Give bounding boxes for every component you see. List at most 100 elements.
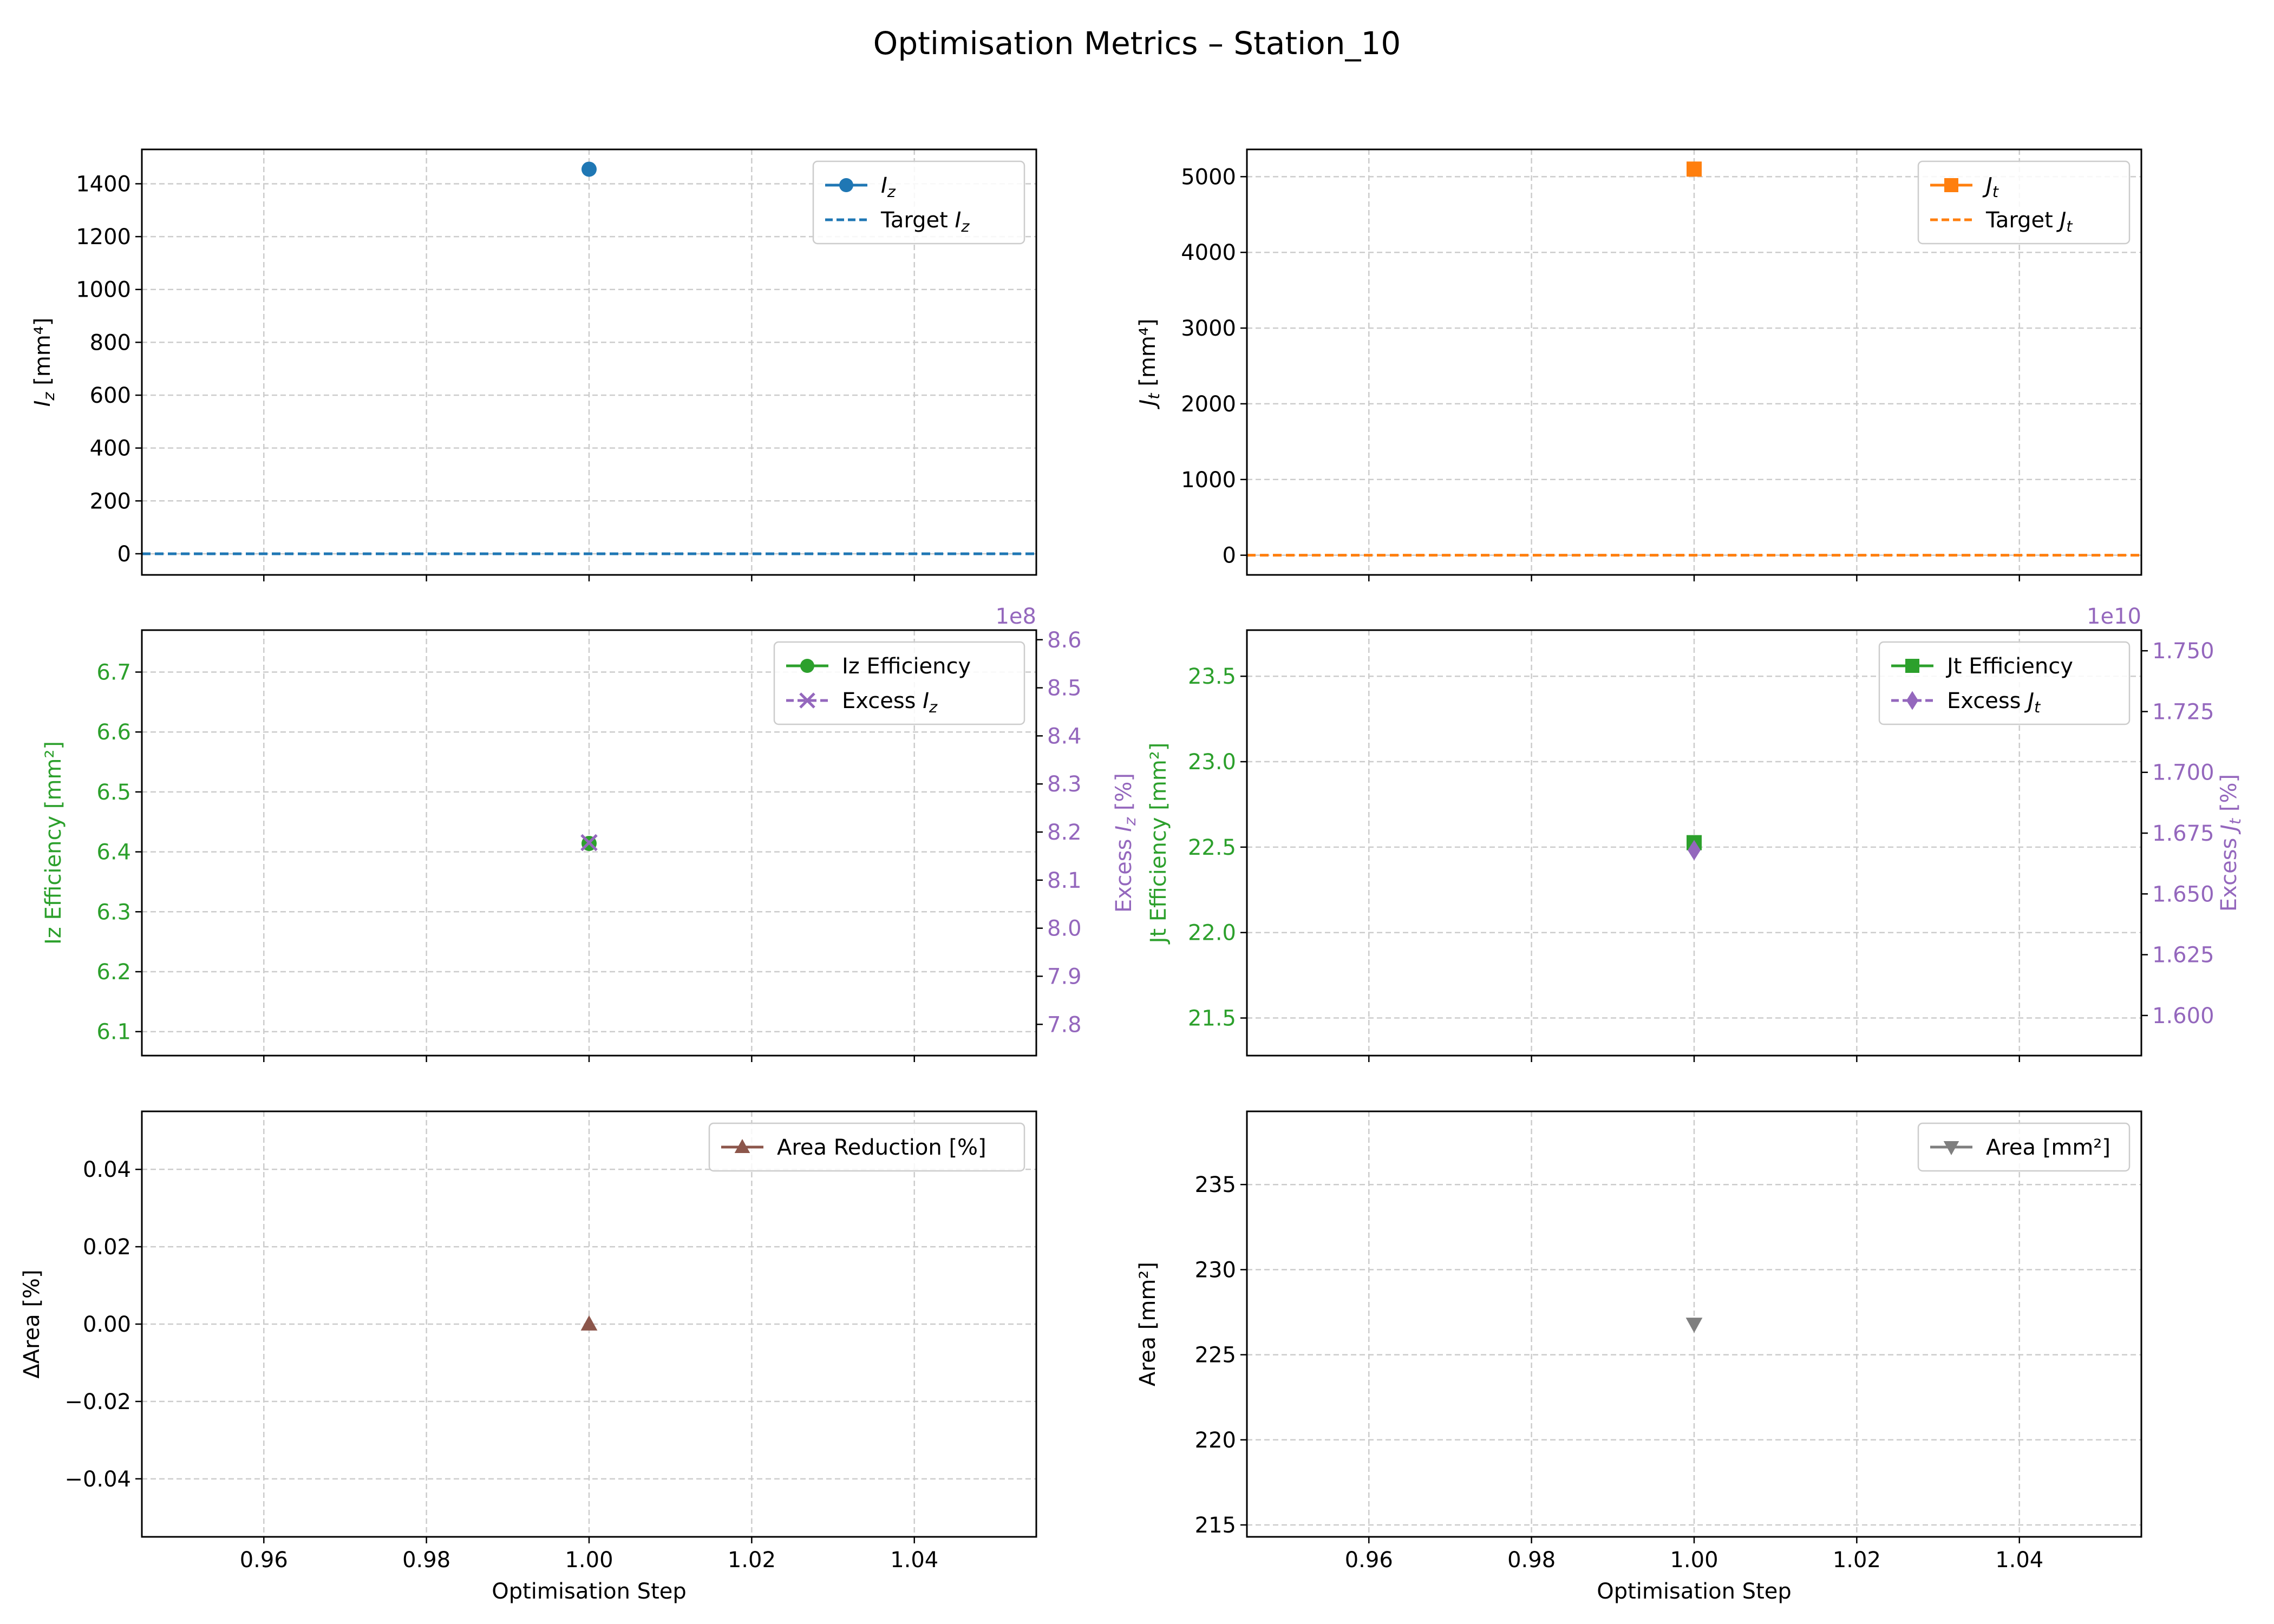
x-tick-label: 1.04 xyxy=(1995,1548,2043,1573)
y-tick-label: 3000 xyxy=(1181,316,1236,341)
legend: Area [mm²] xyxy=(1917,1122,2131,1172)
legend-marker xyxy=(800,659,814,673)
y-tick-label: 235 xyxy=(1195,1173,1236,1197)
axes-frame xyxy=(141,1110,1037,1538)
y-tick-label: 23.0 xyxy=(1188,750,1236,775)
y2-tick-label: 7.8 xyxy=(1047,1012,1082,1037)
y-tick-label: 21.5 xyxy=(1188,1006,1236,1031)
y2-tick-label: 1.700 xyxy=(2152,761,2214,785)
y-tick-label: 0 xyxy=(117,542,131,567)
y-tick-label: 2000 xyxy=(1181,392,1236,417)
figure-title: Optimisation Metrics – Station_10 xyxy=(873,25,1401,62)
y-tick-label: 0.00 xyxy=(83,1312,131,1337)
subplot-area: 0.96 0.98 1.00 1.02 1.04 215 220 225 230 235 Area … xyxy=(1135,1110,2142,1604)
y-tick-label: 1000 xyxy=(1181,468,1236,493)
y2-tick-label: 8.5 xyxy=(1047,676,1082,701)
y-tick-label: 215 xyxy=(1195,1513,1236,1538)
y-tick-label: 6.1 xyxy=(96,1020,131,1045)
data-point xyxy=(580,1315,598,1331)
y2-tick-label: 8.3 xyxy=(1047,772,1082,797)
y2-tick-label: 8.1 xyxy=(1047,868,1082,893)
y-tick-label: 0.02 xyxy=(83,1235,131,1260)
y-tick-label: 6.3 xyxy=(96,900,131,925)
legend-frame xyxy=(1917,160,2131,245)
y-axis-label: Iz [mm⁴] xyxy=(30,318,58,407)
y2-tick-label: 1.675 xyxy=(2152,821,2214,846)
y-tick-label: 1400 xyxy=(76,172,131,197)
x-tick-label: 1.04 xyxy=(890,1548,938,1573)
y-tick-label: 6.2 xyxy=(96,960,131,985)
x-tick-label: 1.00 xyxy=(565,1548,613,1573)
data-point xyxy=(580,834,598,852)
legend-label: Iz xyxy=(881,173,896,201)
axes-frame xyxy=(1246,148,2142,576)
subplot-iz_eff: 6.1 6.2 6.3 6.4 6.5 6.6 6.7 7.8 7.9 8.0 8.1 8.2 8.3 8… xyxy=(41,604,1139,1062)
y-axis-label: ΔArea [%] xyxy=(19,1269,44,1378)
legend-marker xyxy=(1906,691,1919,710)
data-point xyxy=(1687,161,1702,177)
y2-axis-label: Excess Iz [%] xyxy=(1112,773,1139,913)
axes-frame xyxy=(141,148,1037,576)
y2-tick-label: 1.600 xyxy=(2152,1004,2214,1029)
y2-tick-label: 8.2 xyxy=(1047,820,1082,845)
legend-frame xyxy=(812,160,1025,245)
y-tick-label: 6.4 xyxy=(96,840,131,865)
y-axis-label: Iz Efficiency [mm²] xyxy=(41,741,66,945)
y-tick-label: 220 xyxy=(1195,1428,1236,1453)
y-tick-label: 230 xyxy=(1195,1258,1236,1282)
y-tick-label: 400 xyxy=(90,436,131,461)
legend-label: Jt Efficiency xyxy=(1945,654,2073,679)
data-point xyxy=(581,161,597,177)
legend-frame xyxy=(1878,641,2131,725)
x-axis-label: Optimisation Step xyxy=(1597,1579,1792,1604)
legend-marker xyxy=(734,1139,750,1154)
axes-frame xyxy=(141,629,1037,1057)
legend-frame xyxy=(773,641,1025,725)
y2-tick-label: 8.4 xyxy=(1047,724,1082,749)
legend-label: Excess Iz xyxy=(842,689,938,716)
y-axis-label: Area [mm²] xyxy=(1135,1262,1160,1386)
legend-marker xyxy=(799,692,815,709)
legend-label: Excess Jt xyxy=(1947,689,2041,716)
y-axis-label: Jt Efficiency [mm²] xyxy=(1146,743,1171,945)
y2-tick-label: 1.625 xyxy=(2152,943,2214,968)
y2-tick-label: 1.750 xyxy=(2152,639,2214,664)
legend-label: Area [mm²] xyxy=(1986,1135,2110,1160)
legend-label: Target Iz xyxy=(880,208,970,235)
legend-frame xyxy=(1917,1122,2131,1172)
x-tick-label: 1.02 xyxy=(1833,1548,1881,1573)
y-tick-label: 600 xyxy=(90,383,131,408)
y-tick-label: 6.6 xyxy=(96,720,131,745)
y2-tick-label: 7.9 xyxy=(1047,964,1082,989)
y-tick-label: 6.7 xyxy=(96,660,131,685)
y-tick-label: 22.0 xyxy=(1188,921,1236,946)
x-tick-label: 0.98 xyxy=(1507,1548,1556,1573)
legend: Iz Target Iz xyxy=(812,160,1025,245)
axes-frame xyxy=(1246,629,2142,1057)
y2-tick-label: 8.6 xyxy=(1047,628,1082,653)
legend-frame xyxy=(708,1122,1025,1172)
legend-marker xyxy=(839,178,853,192)
y-tick-label: 6.5 xyxy=(96,780,131,805)
x-tick-label: 1.00 xyxy=(1670,1548,1718,1573)
y-tick-label: 0 xyxy=(1223,543,1236,568)
y-tick-label: 4000 xyxy=(1181,240,1236,265)
legend-marker xyxy=(1943,1141,1959,1155)
y-tick-label: 23.5 xyxy=(1188,664,1236,689)
y-tick-label: 800 xyxy=(90,330,131,355)
x-tick-label: 0.96 xyxy=(240,1548,288,1573)
y-tick-label: 200 xyxy=(90,489,131,514)
subplot-iz: 0 200 400 600 800 1000 1200 1400 Iz [mm⁴] Iz Targe… xyxy=(30,148,1037,581)
data-point xyxy=(1685,1318,1703,1333)
legend: Jt Efficiency Excess Jt xyxy=(1878,641,2131,725)
legend-label: Iz Efficiency xyxy=(842,654,971,679)
y2-tick-label: 8.0 xyxy=(1047,916,1082,941)
y-tick-label: 22.5 xyxy=(1188,835,1236,860)
subplot-grid: 0 200 400 600 800 1000 1200 1400 Iz [mm⁴] Iz Targe… xyxy=(19,148,2244,1604)
y-tick-label: −0.02 xyxy=(64,1390,131,1415)
legend-label: Area Reduction [%] xyxy=(777,1135,986,1160)
legend: Area Reduction [%] xyxy=(708,1122,1025,1172)
